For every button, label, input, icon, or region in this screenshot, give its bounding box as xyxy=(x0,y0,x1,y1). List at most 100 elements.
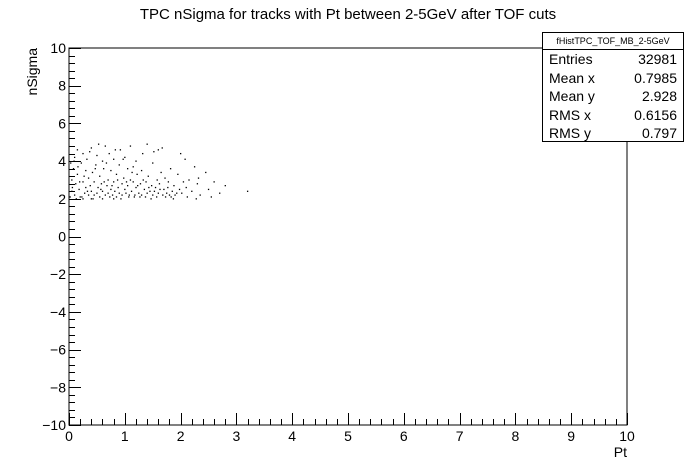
scatter-point xyxy=(135,160,137,162)
scatter-point xyxy=(144,196,147,198)
scatter-point xyxy=(135,186,137,189)
scatter-point xyxy=(140,169,143,172)
scatter-point xyxy=(71,186,74,189)
scatter-point xyxy=(117,186,119,189)
scatter-point xyxy=(125,181,128,183)
scatter-point xyxy=(90,190,93,192)
scatter-point xyxy=(159,188,161,191)
scatter-point xyxy=(73,156,76,159)
y-tick-label: 2 xyxy=(58,191,66,207)
scatter-point xyxy=(118,164,120,166)
scatter-point xyxy=(207,188,210,191)
scatter-point xyxy=(170,196,172,198)
y-tick-label: −8 xyxy=(50,379,66,395)
scatter-point xyxy=(246,190,249,192)
scatter-point xyxy=(102,168,105,170)
scatter-point xyxy=(104,145,106,147)
scatter-point xyxy=(132,181,134,183)
scatter-point xyxy=(186,196,188,198)
x-tick-label: 3 xyxy=(233,428,241,444)
scatter-point xyxy=(133,196,135,198)
scatter-point xyxy=(219,192,221,194)
scatter-point xyxy=(157,149,159,151)
scatter-point xyxy=(224,185,226,187)
x-tick-label: 1 xyxy=(121,428,129,444)
stats-label: Mean x xyxy=(549,69,595,86)
scatter-point xyxy=(177,173,179,175)
y-tick-label: −6 xyxy=(50,342,66,358)
scatter-point xyxy=(82,198,84,200)
chart-title: TPC nSigma for tracks with Pt between 2-… xyxy=(139,6,557,23)
scatter-point xyxy=(164,177,166,179)
scatter-point xyxy=(147,175,149,177)
scatter-point xyxy=(76,173,79,175)
scatter-point xyxy=(90,198,93,200)
scatter-point xyxy=(90,147,93,149)
scatter-point xyxy=(120,198,122,200)
scatter-point xyxy=(164,196,167,198)
stats-row-entries: Entries 32981 xyxy=(543,50,683,69)
x-tick-label: 4 xyxy=(288,428,296,444)
stats-row-mean-x: Mean x 0.7985 xyxy=(543,69,683,88)
scatter-point xyxy=(185,186,187,189)
scatter-point xyxy=(136,173,138,175)
scatter-point xyxy=(82,181,84,183)
scatter-point xyxy=(97,186,99,189)
scatter-point xyxy=(72,168,75,170)
y-tick-label: 10 xyxy=(50,40,66,56)
scatter-point xyxy=(174,194,176,196)
scatter-point xyxy=(132,166,134,168)
scatter-point xyxy=(85,169,87,172)
stats-box: fHistTPC_TOF_MB_2-5GeV Entries 32981 Mea… xyxy=(542,32,684,142)
scatter-point xyxy=(176,192,178,194)
scatter-point xyxy=(158,183,161,185)
y-tick-label: 4 xyxy=(58,153,66,169)
scatter-point xyxy=(76,149,79,151)
x-tick-label: 2 xyxy=(177,428,185,444)
scatter-point xyxy=(101,160,104,162)
scatter-point xyxy=(130,190,133,192)
scatter-point xyxy=(210,196,212,198)
scatter-point xyxy=(205,171,207,174)
stats-value: 2.928 xyxy=(641,88,677,104)
stats-value: 32981 xyxy=(638,51,677,67)
scatter-point xyxy=(137,185,139,187)
scatter-point xyxy=(94,168,96,170)
stats-row-mean-y: Mean y 2.928 xyxy=(543,87,683,106)
scatter-point xyxy=(119,149,122,151)
scatter-point xyxy=(99,196,101,198)
y-tick-label: −10 xyxy=(42,417,66,433)
x-tick-label: 7 xyxy=(456,428,464,444)
y-tick-label: −4 xyxy=(50,304,66,320)
scatter-point xyxy=(81,196,83,198)
scatter-point xyxy=(78,188,80,191)
scatter-point xyxy=(188,179,190,181)
scatter-point xyxy=(140,194,143,196)
scatter-point xyxy=(153,151,155,153)
scatter-point xyxy=(85,186,87,189)
scatter-point xyxy=(142,152,144,155)
scatter-point xyxy=(83,175,85,177)
scatter-point xyxy=(73,160,75,162)
x-tick-label: 9 xyxy=(567,428,575,444)
scatter-point xyxy=(156,196,158,198)
scatter-point xyxy=(172,198,175,200)
stats-title: fHistTPC_TOF_MB_2-5GeV xyxy=(543,33,683,50)
scatter-point xyxy=(124,156,126,159)
scatter-point xyxy=(100,183,103,185)
scatter-point xyxy=(213,181,215,183)
x-axis-title: Pt xyxy=(614,444,627,460)
scatter-point xyxy=(161,147,163,149)
scatter-point xyxy=(107,192,109,194)
stats-label: Mean y xyxy=(549,88,595,104)
scatter-point xyxy=(124,188,126,191)
scatter-point xyxy=(87,194,90,196)
scatter-points xyxy=(69,143,249,200)
scatter-point xyxy=(195,198,197,200)
scatter-point xyxy=(153,190,156,192)
scatter-point xyxy=(168,194,171,196)
scatter-point xyxy=(191,190,193,192)
x-tick-label: 6 xyxy=(400,428,408,444)
scatter-point xyxy=(99,175,101,177)
scatter-point xyxy=(149,190,151,192)
